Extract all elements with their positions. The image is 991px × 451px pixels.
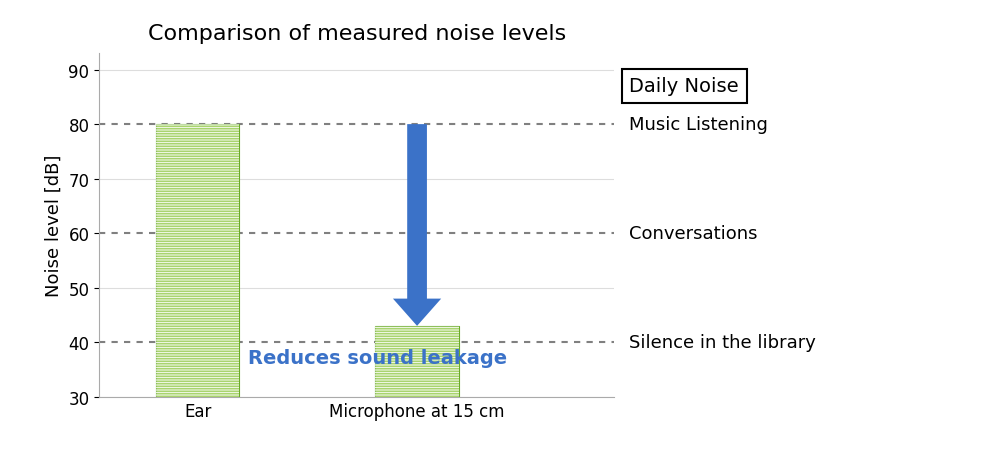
Bar bbox=[376, 326, 459, 397]
Title: Comparison of measured noise levels: Comparison of measured noise levels bbox=[148, 24, 566, 44]
Y-axis label: Noise level [dB]: Noise level [dB] bbox=[45, 155, 62, 296]
Text: Silence in the library: Silence in the library bbox=[629, 333, 817, 351]
Text: Daily Noise: Daily Noise bbox=[629, 77, 739, 96]
Bar bbox=[157, 125, 240, 397]
Bar bbox=[157, 125, 240, 397]
Text: Reduces sound leakage: Reduces sound leakage bbox=[248, 348, 507, 367]
Text: Conversations: Conversations bbox=[629, 225, 758, 243]
Text: Music Listening: Music Listening bbox=[629, 116, 768, 134]
Bar bbox=[376, 326, 459, 397]
FancyArrow shape bbox=[393, 125, 441, 326]
